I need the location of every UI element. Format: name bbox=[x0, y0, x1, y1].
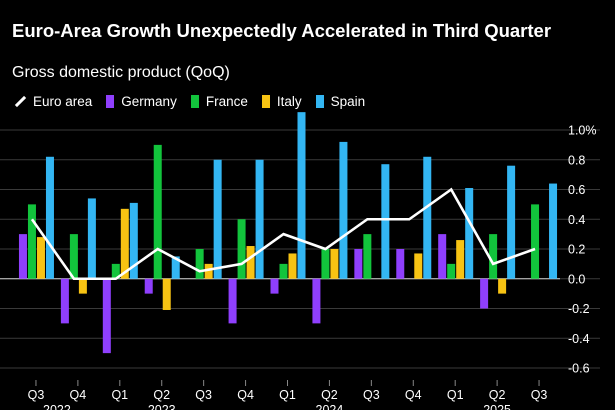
chart-legend: Euro area Germany France Italy Spain bbox=[14, 94, 379, 109]
x-tick-label: Q4 bbox=[237, 388, 254, 402]
legend-label: Spain bbox=[330, 94, 366, 109]
bar-italy bbox=[204, 263, 213, 279]
bar-spain bbox=[381, 164, 390, 279]
bar-germany bbox=[312, 278, 321, 324]
y-tick-label: -0.4 bbox=[568, 332, 590, 346]
bar-france bbox=[237, 219, 246, 279]
x-tick-label: Q3 bbox=[531, 388, 548, 402]
bar-italy bbox=[36, 237, 45, 279]
bar-spain bbox=[507, 165, 516, 279]
bar-france bbox=[69, 234, 78, 279]
bar-france bbox=[321, 249, 330, 279]
bar-italy bbox=[288, 253, 297, 279]
bar-germany bbox=[144, 278, 153, 294]
bar-france bbox=[363, 234, 372, 279]
x-tick-label: Q2 bbox=[153, 388, 170, 402]
x-tick-label: Q1 bbox=[279, 388, 296, 402]
y-tick-label: 0.4 bbox=[568, 213, 585, 227]
bar-germany bbox=[354, 249, 363, 279]
bar-italy bbox=[246, 246, 255, 279]
bar-spain bbox=[213, 159, 222, 279]
legend-swatch bbox=[106, 95, 115, 108]
bar-italy bbox=[414, 253, 423, 279]
legend-swatch bbox=[190, 95, 199, 108]
bar-france bbox=[531, 204, 540, 279]
x-tick-label: Q3 bbox=[363, 388, 380, 402]
legend-item-italy: Italy bbox=[261, 94, 302, 109]
legend-item-euro-area: Euro area bbox=[14, 94, 92, 109]
line-euro-area bbox=[30, 187, 536, 281]
bar-spain bbox=[549, 183, 558, 279]
legend-label: France bbox=[205, 94, 248, 109]
y-tick-label: 0.6 bbox=[568, 183, 585, 197]
bar-spain bbox=[129, 202, 138, 279]
bar-germany bbox=[480, 278, 489, 309]
x-tick-label: Q3 bbox=[28, 388, 45, 402]
x-year-label: 2025 bbox=[483, 403, 511, 410]
x-year-label: 2023 bbox=[148, 403, 176, 410]
y-tick-label: -0.6 bbox=[568, 362, 590, 376]
bar-spain bbox=[423, 156, 432, 279]
y-tick-label: 1.0% bbox=[568, 124, 597, 138]
x-year-label: 2024 bbox=[316, 403, 344, 410]
bar-italy bbox=[456, 240, 465, 279]
bar-spain bbox=[87, 198, 96, 279]
x-tick-label: Q4 bbox=[405, 388, 422, 402]
x-year-label: 2022 bbox=[43, 403, 71, 410]
bar-france bbox=[111, 263, 120, 279]
bar-germany bbox=[228, 278, 237, 324]
bar-spain bbox=[45, 156, 54, 279]
bar-germany bbox=[270, 278, 279, 294]
bar-france bbox=[153, 144, 162, 279]
x-tick-label: Q4 bbox=[70, 388, 87, 402]
legend-label: Euro area bbox=[33, 94, 93, 109]
bar-italy bbox=[162, 278, 171, 310]
y-tick-label: 0.2 bbox=[568, 243, 585, 257]
bar-italy bbox=[78, 278, 87, 294]
bar-spain bbox=[171, 256, 180, 279]
bar-spain bbox=[465, 188, 474, 279]
x-tick-label: Q1 bbox=[447, 388, 464, 402]
legend-item-france: France bbox=[190, 94, 248, 109]
bar-italy bbox=[330, 249, 339, 279]
bar-germany bbox=[102, 278, 111, 354]
legend-item-spain: Spain bbox=[315, 94, 366, 109]
bar-spain bbox=[297, 112, 306, 279]
chart-title: Euro-Area Growth Unexpectedly Accelerate… bbox=[12, 20, 552, 41]
bar-spain bbox=[255, 159, 264, 279]
bar-italy bbox=[498, 278, 507, 294]
bar-france bbox=[27, 204, 36, 279]
bar-germany bbox=[60, 278, 69, 324]
bar-france bbox=[447, 263, 456, 279]
x-tick-label: Q1 bbox=[111, 388, 128, 402]
y-tick-label: 0.0 bbox=[568, 272, 585, 286]
legend-label: Italy bbox=[276, 94, 302, 109]
x-tick-label: Q2 bbox=[489, 388, 506, 402]
legend-item-germany: Germany bbox=[106, 94, 177, 109]
bar-germany bbox=[396, 249, 405, 279]
chart-subtitle: Gross domestic product (QoQ) bbox=[12, 64, 230, 81]
bar-france bbox=[195, 249, 204, 279]
bar-italy bbox=[120, 208, 129, 279]
legend-swatch bbox=[315, 95, 324, 108]
y-tick-label: 0.8 bbox=[568, 153, 585, 167]
legend-label: Germany bbox=[121, 94, 177, 109]
x-tick-label: Q2 bbox=[321, 388, 338, 402]
y-tick-label: -0.2 bbox=[568, 302, 590, 316]
legend-swatch bbox=[261, 95, 270, 108]
bar-germany bbox=[438, 234, 447, 279]
bar-spain bbox=[339, 141, 348, 279]
x-tick-label: Q3 bbox=[195, 388, 212, 402]
bar-france bbox=[279, 263, 288, 279]
bar-france bbox=[489, 234, 498, 279]
bar-germany bbox=[18, 234, 27, 279]
